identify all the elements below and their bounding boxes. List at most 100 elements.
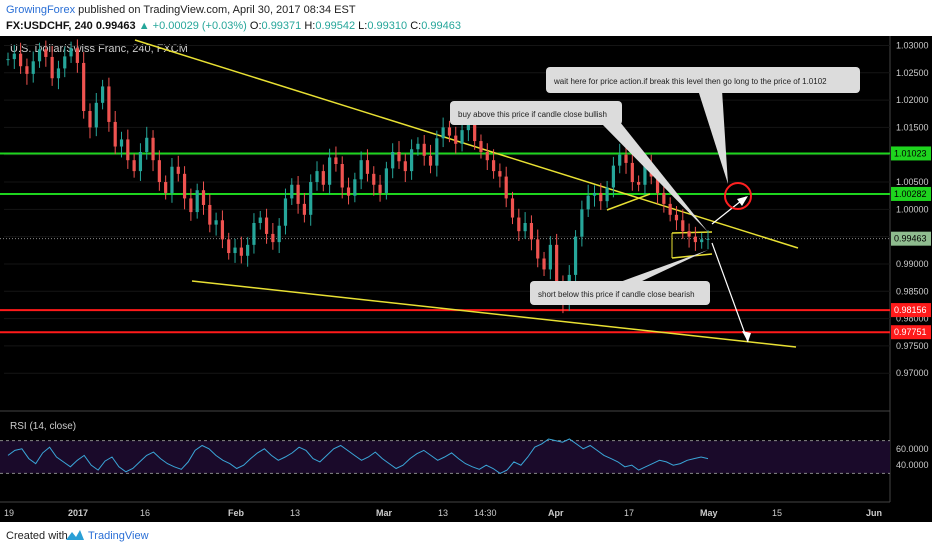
candle-body: [504, 176, 508, 199]
y-tick-label: 1.01500: [896, 122, 929, 132]
candle-body: [157, 160, 161, 183]
candle-body: [214, 220, 218, 225]
candle-body: [25, 66, 29, 74]
candle-body: [668, 203, 672, 215]
candle-body: [391, 151, 395, 169]
candle-body: [44, 49, 48, 57]
callout-buy-box[interactable]: [450, 101, 622, 125]
candle-body: [359, 160, 363, 180]
candle-body: [416, 143, 420, 150]
candle-body: [674, 214, 679, 221]
rsi-line: [7, 438, 709, 474]
symbol-label: FX:USDCHF, 240: [6, 20, 93, 32]
candle-body: [618, 154, 622, 166]
candle-body: [309, 182, 313, 215]
annotations[interactable]: wait here for price action.if break this…: [450, 67, 860, 343]
candle-body: [605, 187, 609, 202]
target-circle[interactable]: [724, 182, 752, 210]
price-chart[interactable]: U.S. Dollar/Swiss Franc, 240, FXCM RSI (…: [0, 36, 932, 522]
candle-body: [126, 139, 130, 161]
candle-body: [113, 121, 117, 147]
candle-body: [491, 160, 496, 172]
y-tick-label: 1.00500: [896, 177, 929, 187]
y-tick-label: 0.97500: [896, 341, 929, 351]
candle-body: [498, 171, 502, 177]
author-link[interactable]: GrowingForex: [6, 4, 76, 16]
short-trendline[interactable]: [606, 193, 651, 211]
candle-body: [107, 86, 111, 122]
time-axis[interactable]: 19 2017 16 Feb 13 Mar 13 14:30 Apr 17 May 15 Jun: [4, 508, 882, 518]
publish-info: GrowingForex published on TradingView.co…: [6, 4, 356, 16]
close-label: C:: [410, 20, 422, 32]
y-tick-label: 0.99000: [896, 259, 929, 269]
rsi-tick-label: 60.0000: [896, 444, 929, 454]
candle-body: [643, 165, 647, 185]
x-tick-label: Apr: [548, 508, 564, 518]
x-tick-label: 16: [140, 508, 150, 518]
candle-body: [145, 137, 149, 152]
x-tick-label: Mar: [376, 508, 393, 518]
callout-long-box[interactable]: [546, 67, 860, 93]
trendlines[interactable]: [134, 39, 799, 348]
tradingview-link[interactable]: TradingView: [88, 530, 149, 542]
candle-body: [182, 173, 187, 199]
short-target-arrow[interactable]: [711, 242, 749, 343]
x-tick-label: 13: [438, 508, 448, 518]
candle-body: [12, 53, 16, 60]
candle-body: [580, 209, 584, 237]
rsi-tick-label: 40.0000: [896, 460, 929, 470]
callout-short-box[interactable]: [530, 281, 710, 305]
triangle-top-line[interactable]: [671, 231, 713, 234]
horizontal-levels[interactable]: [0, 152, 890, 334]
candle-body: [372, 173, 376, 185]
candle-body: [50, 56, 54, 79]
x-tick-label: Jun: [866, 508, 882, 518]
candle-body: [479, 141, 483, 152]
candle-body: [283, 198, 288, 226]
candle-body: [201, 190, 206, 205]
candle-body: [19, 53, 23, 67]
tradingview-logo-icon[interactable]: [66, 529, 84, 541]
candle-body: [189, 198, 193, 213]
candle-body: [315, 171, 319, 183]
y-tick-label: 0.97000: [896, 368, 929, 378]
last-price: 0.99463: [95, 20, 136, 32]
rsi-label: RSI (14, close): [10, 421, 76, 432]
candle-body: [151, 137, 155, 161]
candle-body: [700, 239, 704, 243]
upper-trendline[interactable]: [134, 39, 799, 249]
symbol-info: FX:USDCHF, 240 0.99463 ▲ +0.00029 (+0.03…: [6, 20, 461, 32]
candle-body: [69, 48, 73, 57]
candle-body: [75, 48, 79, 63]
arrow-head-up-icon: [737, 196, 748, 206]
arrow-head-down-icon: [742, 331, 751, 342]
x-tick-label: 15: [772, 508, 782, 518]
candle-body: [693, 236, 697, 243]
candle-body: [321, 171, 325, 185]
candle-body: [290, 184, 294, 199]
candle-body: [510, 198, 515, 218]
candle-body: [31, 61, 35, 74]
candle-body: [441, 127, 445, 139]
candle-body: [517, 217, 521, 232]
candle-body: [6, 59, 10, 61]
y-tick-label: 1.02000: [896, 95, 929, 105]
candle-body: [428, 155, 433, 166]
price-label-text: 0.97751: [894, 327, 927, 337]
y-tick-label: 0.98500: [896, 286, 929, 296]
candle-body: [94, 102, 98, 128]
candle-body: [264, 217, 269, 234]
open-label: O:: [249, 20, 262, 32]
candle-body: [630, 162, 634, 183]
candle-body: [119, 139, 124, 147]
lower-trendline[interactable]: [191, 280, 797, 348]
candle-body: [681, 220, 685, 232]
candle-body: [655, 176, 660, 193]
x-tick-label: 2017: [68, 508, 88, 518]
price-label-box: [891, 146, 931, 161]
x-tick-label: 14:30: [474, 508, 497, 518]
candle-body: [592, 192, 597, 196]
candle-body: [138, 151, 143, 172]
chart-title: U.S. Dollar/Swiss Franc, 240, FXCM: [10, 43, 188, 55]
callout-pointer-buy: [600, 122, 708, 232]
